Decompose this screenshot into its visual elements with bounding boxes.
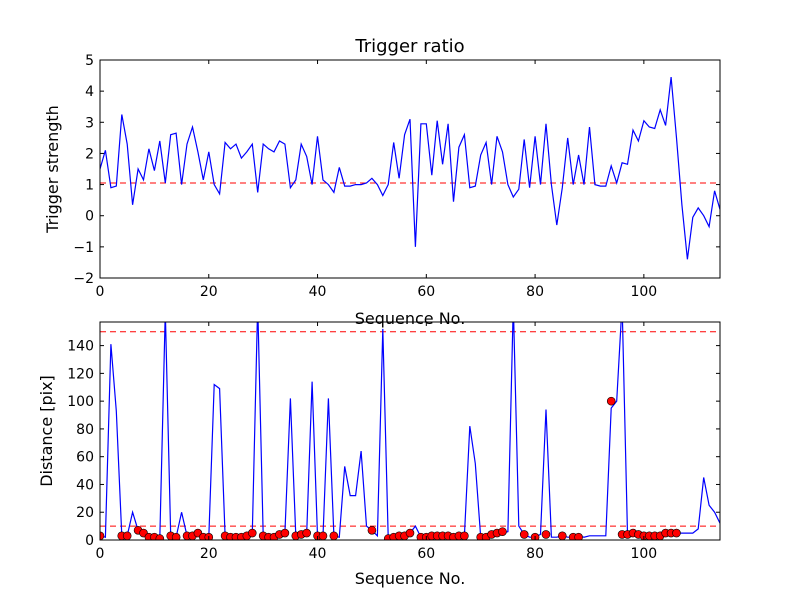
plot-area-bottom [100, 322, 720, 540]
x-axis-label-top: Sequence No. [355, 309, 466, 328]
data-point [122, 531, 132, 540]
data-point [405, 528, 415, 538]
series-line [100, 77, 720, 260]
data-point [460, 531, 469, 540]
x-tick-label: 60 [417, 284, 435, 300]
data-point [519, 530, 529, 539]
x-tick-label: 80 [526, 284, 544, 300]
data-point [247, 528, 257, 538]
y-tick-label: 3 [85, 115, 94, 131]
data-point [318, 531, 328, 540]
axes-frame-top [99, 59, 721, 279]
y-tick-label: 100 [67, 394, 94, 410]
x-tick-label: 60 [417, 546, 435, 562]
data-point [541, 530, 551, 539]
data-point [672, 528, 681, 538]
y-tick-label: 4 [85, 84, 94, 100]
data-point [606, 396, 616, 406]
data-point [155, 534, 165, 540]
x-tick-label: 20 [200, 546, 218, 562]
data-point [557, 531, 567, 540]
chart-distance: 0 20 40 60 80 100 0 20 40 60 80 100 120 140 Sequence … [37, 321, 721, 588]
axes-frame-bottom [99, 321, 721, 541]
data-point [574, 532, 583, 540]
y-tick-label: 5 [85, 53, 94, 69]
y-tick-label: 40 [76, 477, 94, 493]
data-point [367, 525, 377, 535]
x-axis-label-bottom: Sequence No. [355, 569, 466, 588]
x-tick-label: 100 [630, 546, 657, 562]
x-tick-label: 20 [200, 284, 218, 300]
y-axis-label-bottom: Distance [pix] [37, 375, 56, 487]
data-point [302, 528, 311, 538]
y-axis-label-top: Trigger strength [43, 105, 62, 234]
data-point [171, 532, 181, 540]
x-tick-label: 100 [630, 284, 657, 300]
data-point [498, 527, 507, 536]
y-tick-label: 60 [76, 450, 94, 466]
chart-title: Trigger ratio [354, 36, 464, 57]
ticks-top: 0 20 40 60 80 100 −2 −1 0 1 2 3 4 5 [73, 53, 720, 300]
y-tick-label: 140 [67, 339, 94, 355]
plot-area-top [100, 77, 720, 260]
y-tick-label: −1 [73, 240, 94, 256]
x-tick-label: 40 [309, 284, 327, 300]
x-tick-label: 40 [309, 546, 327, 562]
x-tick-label: 80 [526, 546, 544, 562]
y-tick-label: 1 [85, 178, 94, 194]
ticks-bottom: 0 20 40 60 80 100 0 20 40 60 80 100 120 140 [67, 322, 720, 562]
y-tick-label: −2 [73, 271, 94, 287]
x-tick-label: 0 [96, 284, 105, 300]
data-point [280, 528, 290, 538]
y-tick-label: 0 [85, 533, 94, 549]
y-tick-label: 80 [76, 422, 94, 438]
x-tick-label: 0 [96, 546, 105, 562]
data-point [100, 531, 105, 540]
y-tick-label: 0 [85, 209, 94, 225]
y-tick-label: 20 [76, 505, 94, 521]
y-tick-label: 2 [85, 146, 94, 162]
data-point [329, 531, 339, 540]
chart-trigger-ratio: Trigger ratio 0 20 40 60 80 100 −2 −1 0 1 2 3 4 5 Seq… [43, 36, 721, 328]
y-tick-label: 120 [67, 366, 94, 382]
